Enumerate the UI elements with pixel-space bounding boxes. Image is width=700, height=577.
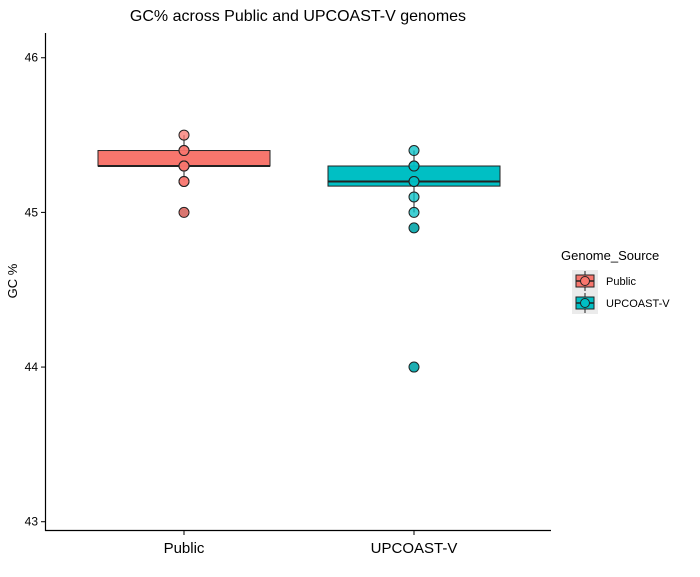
data-point: [408, 160, 420, 172]
x-tick-label: UPCOAST-V: [371, 540, 458, 557]
y-axis: 43 44 45 46: [25, 51, 45, 529]
legend: Genome_Source Public UPCOAST-V: [561, 248, 670, 314]
data-point: [178, 175, 190, 187]
chart-title: GC% across Public and UPCOAST-V genomes: [130, 8, 466, 25]
legend-title: Genome_Source: [561, 248, 659, 263]
legend-key-upcoast-v: [572, 292, 598, 314]
data-point: [408, 191, 420, 203]
data-point: [178, 129, 190, 141]
legend-key-public: [572, 270, 598, 292]
data-point: [408, 145, 420, 157]
series-public: [97, 129, 271, 218]
y-tick-label: 44: [25, 360, 39, 374]
y-tick-label: 43: [25, 515, 39, 529]
data-point: [408, 222, 420, 234]
x-tick-label: Public: [164, 540, 205, 557]
y-tick-label: 45: [25, 205, 39, 219]
series-upcoast-v: [327, 145, 501, 373]
data-point: [178, 206, 190, 218]
data-point: [408, 175, 420, 187]
y-axis-title: GC %: [5, 263, 20, 298]
plot-area: [97, 129, 501, 373]
legend-label: UPCOAST-V: [606, 298, 670, 310]
legend-label: Public: [606, 276, 636, 288]
data-point: [178, 160, 190, 172]
data-point: [408, 206, 420, 218]
x-axis: Public UPCOAST-V: [164, 531, 458, 557]
y-tick-label: 46: [25, 51, 39, 65]
data-point: [178, 145, 190, 157]
data-point: [408, 361, 420, 373]
